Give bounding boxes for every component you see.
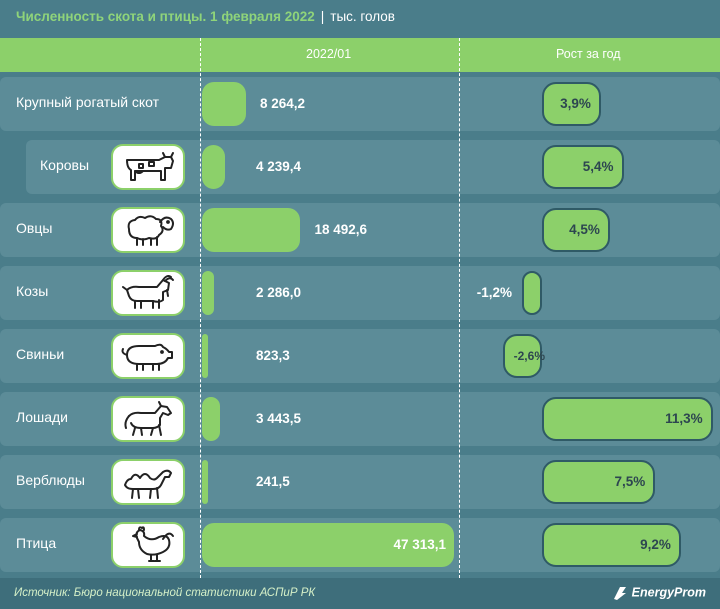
table-row: Крупный рогатый скот xyxy=(0,77,720,131)
growth-axis-line xyxy=(459,38,460,578)
column-header-growth: Рост за год xyxy=(556,47,621,61)
growth-label: 7,5% xyxy=(614,474,646,489)
growth-bar xyxy=(542,82,601,126)
category-label: Коровы xyxy=(40,157,90,173)
growth-bar xyxy=(542,208,610,252)
growth-bar xyxy=(502,334,542,378)
category-label: Свиньи xyxy=(16,346,65,362)
value-label: 3 443,5 xyxy=(256,411,302,426)
growth-label: -2,6% xyxy=(513,349,545,363)
value-bar xyxy=(202,523,454,567)
column-header: 2022/01 Рост за год xyxy=(0,38,720,72)
goat-icon xyxy=(111,270,185,316)
brand-name: EnergyProm xyxy=(631,585,706,600)
growth-label: 11,3% xyxy=(665,411,703,426)
growth-label: 3,9% xyxy=(560,96,591,111)
growth-bar xyxy=(542,460,656,504)
value-bar xyxy=(202,208,301,252)
value-label: 47 313,1 xyxy=(393,537,446,552)
energyprom-logo-icon xyxy=(613,587,626,600)
value-label: 2 286,0 xyxy=(256,285,302,300)
value-bar xyxy=(202,334,208,378)
value-axis-line xyxy=(200,38,201,578)
category-label: Лошади xyxy=(16,409,68,425)
table-row: Козы xyxy=(0,266,720,320)
camel-icon xyxy=(111,459,185,505)
value-label: 241,5 xyxy=(256,474,290,489)
source-note: Источник: Бюро национальной статистики А… xyxy=(14,587,316,599)
growth-label: 5,4% xyxy=(582,159,614,174)
category-label: Верблюды xyxy=(16,472,85,488)
growth-label: 9,2% xyxy=(640,537,671,552)
category-label: Козы xyxy=(16,283,49,299)
value-label: 8 264,2 xyxy=(260,96,306,111)
pig-icon xyxy=(111,333,185,379)
value-bar xyxy=(202,82,247,126)
growth-bar xyxy=(542,397,713,441)
value-bar xyxy=(202,145,225,189)
category-label: Птица xyxy=(16,535,57,551)
unit-label: тыс. голов xyxy=(330,9,395,24)
category-label: Овцы xyxy=(16,220,53,236)
growth-label: 4,5% xyxy=(569,222,600,237)
value-label: 4 239,4 xyxy=(256,159,302,174)
chart-title: Численность скота и птицы. 1 февраля 202… xyxy=(16,9,395,29)
value-bar xyxy=(202,397,221,441)
growth-bar xyxy=(542,523,681,567)
category-label: Крупный рогатый скот xyxy=(16,94,160,110)
title-text: Численность скота и птицы. 1 февраля 202… xyxy=(16,9,315,24)
cow-icon xyxy=(111,144,185,190)
growth-bar xyxy=(522,271,542,315)
growth-bar xyxy=(542,145,624,189)
chicken-icon xyxy=(111,522,185,568)
sheep-icon xyxy=(111,207,185,253)
value-bar xyxy=(202,271,215,315)
value-label: 823,3 xyxy=(256,348,290,363)
value-label: 18 492,6 xyxy=(314,222,368,237)
table-row: Свиньи xyxy=(0,329,720,383)
growth-label: -1,2% xyxy=(476,285,512,300)
brand-logo: EnergyProm xyxy=(611,585,706,601)
title-separator: | xyxy=(320,9,325,24)
horse-icon xyxy=(111,396,185,442)
column-header-value: 2022/01 xyxy=(306,47,352,61)
footer: Источник: Бюро национальной статистики А… xyxy=(0,578,720,609)
value-bar xyxy=(202,460,208,504)
